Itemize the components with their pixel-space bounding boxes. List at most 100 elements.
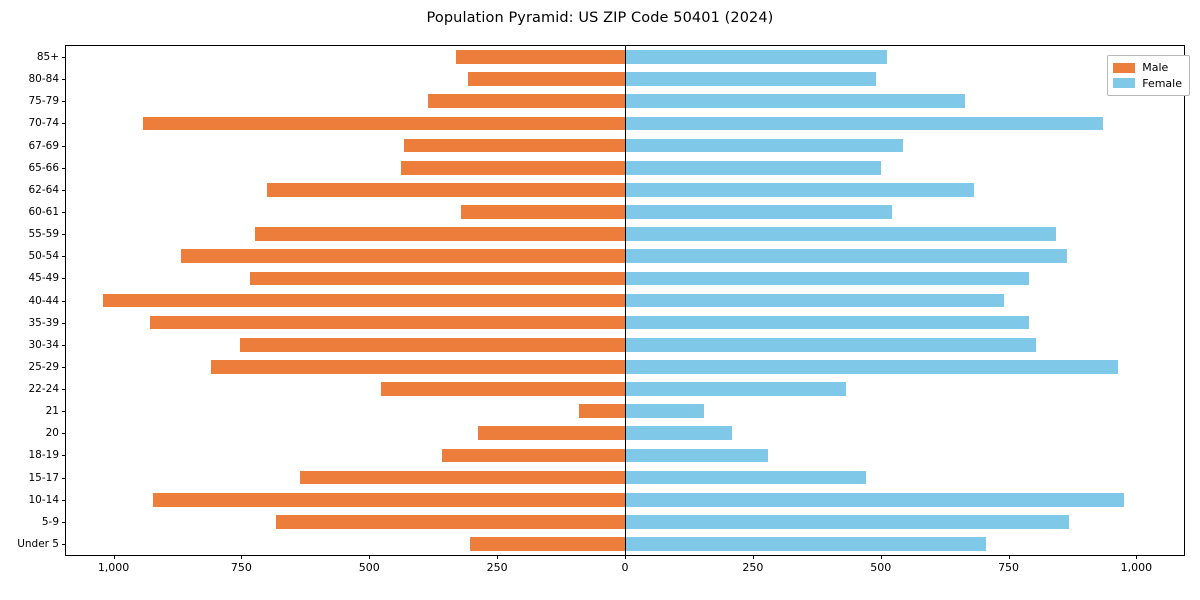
x-axis-tick [880, 555, 882, 559]
pyramid-row [66, 138, 1184, 153]
x-axis-tick [369, 555, 371, 559]
pyramid-row [66, 382, 1184, 396]
y-axis-tick [62, 344, 66, 346]
bar-male [300, 470, 625, 485]
y-axis-tick-label: Under 5 [17, 537, 59, 550]
bar-male [266, 182, 625, 197]
y-axis-tick [62, 101, 66, 103]
y-axis-tick [62, 123, 66, 125]
y-axis-tick-label: 20 [45, 427, 59, 440]
y-axis-tick [62, 322, 66, 324]
y-axis-tick [62, 389, 66, 391]
bar-female [625, 315, 1030, 330]
bar-female [625, 448, 769, 463]
bar-male [441, 448, 625, 463]
y-axis-tick [62, 433, 66, 435]
y-axis-tick-label: 15-17 [28, 471, 59, 484]
pyramid-row [66, 249, 1184, 264]
x-axis-tick-label: 1,000 [97, 561, 130, 574]
x-axis-tick-label: 750 [998, 561, 1020, 574]
bar-male [403, 138, 625, 153]
bar-male [467, 72, 625, 87]
y-axis-tick-label: 10-14 [28, 493, 59, 506]
y-axis-tick-label: 25-29 [28, 360, 59, 373]
pyramid-row [66, 514, 1184, 529]
y-axis-tick [62, 211, 66, 213]
pyramid-row [66, 426, 1184, 441]
y-axis-tick-label: 30-34 [28, 338, 59, 351]
pyramid-row [66, 160, 1184, 175]
y-axis-tick [62, 543, 66, 545]
y-axis-tick [62, 411, 66, 413]
x-axis-tick-label: 0 [621, 561, 629, 574]
pyramid-row [66, 337, 1184, 352]
bar-female [625, 492, 1124, 507]
y-axis-tick [62, 145, 66, 147]
x-axis-tick-label: 500 [358, 561, 380, 574]
y-axis-tick-label: 22-24 [28, 383, 59, 396]
pyramid-row [66, 50, 1184, 64]
bar-female [625, 72, 876, 87]
x-axis-tick [113, 555, 115, 559]
pyramid-row [66, 227, 1184, 241]
y-axis-tick-label: 75-79 [28, 95, 59, 108]
bar-female [625, 426, 733, 441]
y-axis-tick-label: 55-59 [28, 228, 59, 241]
y-axis-tick [62, 234, 66, 236]
bar-female [625, 514, 1069, 529]
x-axis-tick [625, 555, 626, 559]
bar-female [625, 50, 887, 64]
bar-female [625, 382, 846, 396]
legend-label-female: Female [1142, 76, 1182, 90]
bar-male [477, 426, 625, 441]
bar-male [210, 360, 625, 374]
bar-female [625, 470, 867, 485]
x-axis-tick-label: 250 [486, 561, 508, 574]
y-axis-tick-label: 67-69 [28, 139, 59, 152]
zero-axis-line [625, 46, 626, 555]
y-axis-tick-label: 18-19 [28, 449, 59, 462]
y-axis-tick [62, 167, 66, 169]
pyramid-row [66, 448, 1184, 463]
y-axis-tick-label: 21 [45, 405, 59, 418]
pyramid-row [66, 271, 1184, 286]
y-axis-tick-label: 35-39 [28, 316, 59, 329]
bar-female [625, 94, 966, 109]
y-axis-tick-label: 85+ [36, 51, 59, 64]
y-axis-tick-label: 45-49 [28, 272, 59, 285]
bar-male [470, 537, 625, 551]
x-axis-tick [1136, 555, 1138, 559]
chart-legend: Male Female [1107, 55, 1190, 97]
bar-female [625, 160, 881, 175]
y-axis-tick [62, 256, 66, 258]
bar-female [625, 404, 705, 418]
y-axis-tick [62, 189, 66, 191]
pyramid-row [66, 182, 1184, 197]
bar-male [250, 271, 625, 286]
bar-male [239, 337, 625, 352]
bar-female [625, 227, 1057, 241]
y-axis-tick [62, 57, 66, 59]
y-axis-tick-label: 62-64 [28, 183, 59, 196]
pyramid-row [66, 94, 1184, 109]
bar-female [625, 537, 986, 551]
bar-male [428, 94, 625, 109]
bar-male [400, 160, 625, 175]
y-axis-tick [62, 521, 66, 523]
pyramid-row [66, 116, 1184, 131]
x-axis-tick [241, 555, 243, 559]
x-axis-tick [752, 555, 754, 559]
y-axis-tick [62, 455, 66, 457]
x-axis-tick [497, 555, 499, 559]
bar-female [625, 337, 1036, 352]
y-axis-tick-label: 50-54 [28, 250, 59, 263]
y-axis-tick-label: 40-44 [28, 294, 59, 307]
bar-male [255, 227, 625, 241]
x-axis-tick-label: 250 [742, 561, 764, 574]
legend-swatch-female-icon [1113, 78, 1136, 89]
y-axis-tick [62, 300, 66, 302]
bar-female [625, 182, 975, 197]
y-axis-tick [62, 477, 66, 479]
pyramid-row [66, 205, 1184, 219]
